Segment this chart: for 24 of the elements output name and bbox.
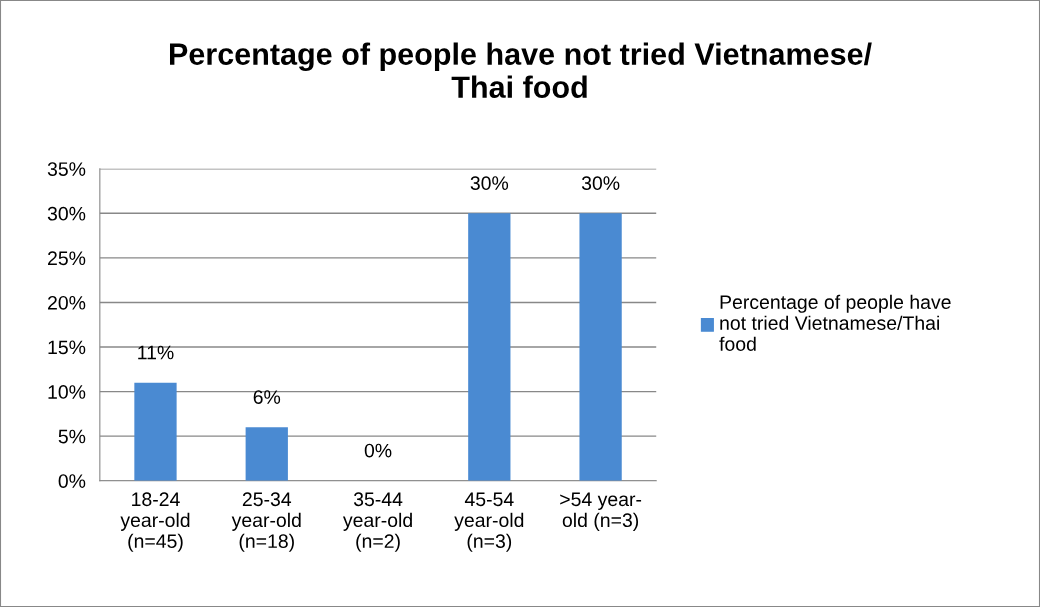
data-label: 0% — [364, 443, 392, 458]
data-label: 30% — [470, 176, 509, 191]
bar — [468, 213, 511, 481]
y-tick-label: 5% — [58, 429, 86, 444]
data-label: 11% — [138, 345, 174, 360]
bar — [579, 213, 622, 481]
chart-title: Percentage of people have not tried Vietnamese/ Thai food — [169, 42, 872, 98]
y-tick-label: 30% — [47, 206, 86, 221]
bar — [245, 427, 288, 481]
y-tick-label: 20% — [48, 295, 86, 310]
y-tick-label: 0% — [58, 474, 86, 488]
x-tick-label: 25-34 year-old (n=18) — [231, 492, 301, 552]
y-tick-label: 15% — [48, 340, 86, 355]
bar — [134, 382, 177, 481]
data-label: 30% — [581, 176, 620, 191]
y-tick-label: 25% — [48, 251, 86, 266]
x-tick-label: 35-44 year-old (n=2) — [342, 492, 412, 552]
x-tick-label: 45-54 year-old (n=3) — [454, 492, 524, 552]
legend-label: Percentage of people have not tried Vietnamese/Thai food — [719, 294, 951, 351]
y-tick-label: 10% — [48, 385, 86, 399]
x-tick-label: 18-24 year-old (n=45) — [120, 492, 190, 552]
data-label: 6% — [253, 390, 281, 404]
x-tick-label: >54 year- old (n=3) — [560, 492, 642, 531]
y-tick-label: 35% — [47, 162, 86, 176]
